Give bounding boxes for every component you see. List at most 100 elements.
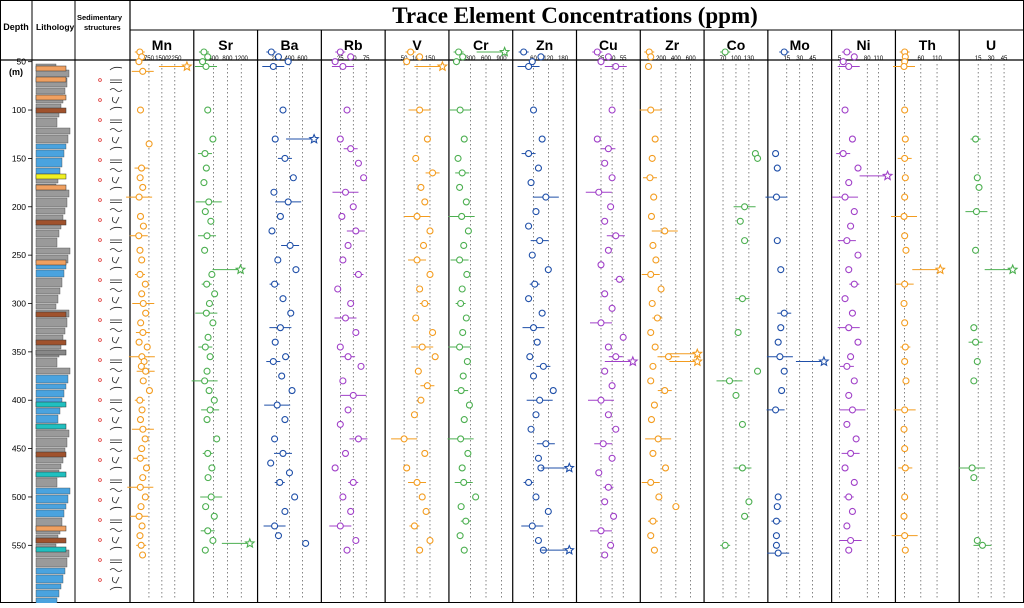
data-point bbox=[901, 319, 909, 327]
data-point bbox=[973, 357, 981, 366]
data-point bbox=[276, 324, 284, 332]
nodule-symbol bbox=[98, 338, 102, 342]
data-point bbox=[597, 527, 605, 535]
data-point bbox=[661, 227, 669, 235]
data-point bbox=[429, 169, 437, 177]
data-point bbox=[843, 362, 851, 370]
panel-title: Mn bbox=[152, 37, 172, 53]
lithology-bed bbox=[35, 327, 66, 335]
data-point bbox=[900, 512, 908, 520]
lithology-marker-bed bbox=[35, 349, 67, 356]
nodule-symbol bbox=[98, 538, 102, 542]
data-point bbox=[604, 145, 612, 153]
data-point bbox=[459, 372, 467, 380]
data-point bbox=[772, 193, 780, 201]
data-point bbox=[339, 256, 347, 264]
x-tick-label: 2250 bbox=[168, 56, 182, 62]
lithology-bed bbox=[35, 517, 63, 528]
panel-title: U bbox=[986, 37, 996, 53]
data-point bbox=[647, 270, 655, 279]
data-point bbox=[619, 333, 627, 341]
lithology-bed bbox=[35, 87, 66, 95]
data-point bbox=[352, 227, 360, 235]
cross-bedding-symbol bbox=[109, 346, 123, 351]
data-point bbox=[841, 193, 849, 201]
panel-th: Th1060110 bbox=[891, 30, 946, 603]
data-point bbox=[418, 343, 426, 351]
lamination-symbol bbox=[110, 279, 122, 283]
data-point bbox=[532, 208, 540, 216]
chart-title: Trace Element Concentrations (ppm) bbox=[392, 3, 758, 28]
nodule-symbol bbox=[98, 418, 102, 422]
lamination-symbol bbox=[110, 159, 122, 163]
x-tick-label: 30 bbox=[796, 56, 803, 62]
nodule-symbol bbox=[98, 318, 102, 322]
data-point bbox=[845, 546, 853, 554]
lithology-bed bbox=[35, 407, 61, 415]
data-point bbox=[267, 48, 275, 56]
data-point bbox=[202, 62, 210, 71]
nodule-symbol bbox=[98, 358, 102, 362]
data-point bbox=[734, 328, 742, 337]
data-point bbox=[269, 62, 277, 71]
data-point bbox=[975, 183, 983, 191]
data-point bbox=[202, 164, 210, 172]
data-point bbox=[137, 503, 145, 511]
data-point bbox=[847, 353, 855, 361]
lithology-bed bbox=[35, 303, 57, 310]
outlier-star bbox=[563, 544, 575, 555]
sedimentary-structures-column bbox=[98, 66, 123, 591]
depth-tick-label: 350 bbox=[12, 347, 26, 357]
lithology-bed bbox=[35, 207, 66, 215]
data-point bbox=[900, 299, 908, 308]
data-point bbox=[288, 387, 296, 395]
data-point bbox=[352, 328, 360, 337]
data-point bbox=[847, 449, 855, 457]
data-point bbox=[412, 314, 420, 322]
outlier-star bbox=[181, 60, 193, 72]
data-point bbox=[279, 106, 287, 114]
data-point bbox=[204, 106, 212, 114]
x-tick-label: 55 bbox=[620, 56, 627, 62]
data-point bbox=[773, 237, 781, 245]
data-point bbox=[772, 532, 780, 540]
data-point bbox=[462, 517, 470, 525]
data-point bbox=[423, 135, 431, 143]
data-point bbox=[289, 174, 297, 182]
lithology-bed bbox=[35, 134, 69, 144]
nodule-symbol bbox=[98, 398, 102, 402]
lithology-bed bbox=[35, 149, 65, 158]
lithology-marker-bed bbox=[35, 173, 67, 180]
lithology-marker-bed bbox=[35, 401, 67, 408]
data-point bbox=[604, 483, 612, 491]
data-point bbox=[607, 203, 615, 211]
cross-bedding-symbol bbox=[109, 506, 123, 511]
x-tick-label: 25 bbox=[337, 56, 344, 62]
lamination-symbol bbox=[110, 479, 122, 483]
wavy-bedding-symbol bbox=[109, 568, 123, 572]
data-point bbox=[599, 440, 607, 448]
data-point bbox=[455, 48, 463, 56]
lamination-symbol bbox=[110, 199, 122, 203]
data-point bbox=[136, 246, 144, 254]
data-point bbox=[210, 512, 218, 520]
data-point bbox=[745, 498, 753, 506]
lithology-bed bbox=[35, 367, 71, 375]
data-point bbox=[900, 425, 908, 433]
data-point bbox=[472, 493, 480, 501]
lithology-bed bbox=[35, 127, 71, 135]
lithology-bed bbox=[35, 287, 61, 295]
lithology-bed bbox=[35, 357, 58, 368]
data-point bbox=[650, 193, 658, 201]
data-point bbox=[417, 396, 425, 404]
lithology-marker-bed bbox=[35, 423, 67, 430]
data-point bbox=[416, 106, 424, 114]
data-point bbox=[339, 377, 347, 385]
data-point bbox=[344, 353, 352, 361]
data-point bbox=[850, 53, 858, 61]
data-point bbox=[201, 343, 209, 351]
nodule-symbol bbox=[98, 278, 102, 282]
data-point bbox=[854, 251, 862, 259]
element-panels: Mn75015002250Sr4008001200Ba200400600Rb25… bbox=[126, 30, 1019, 603]
